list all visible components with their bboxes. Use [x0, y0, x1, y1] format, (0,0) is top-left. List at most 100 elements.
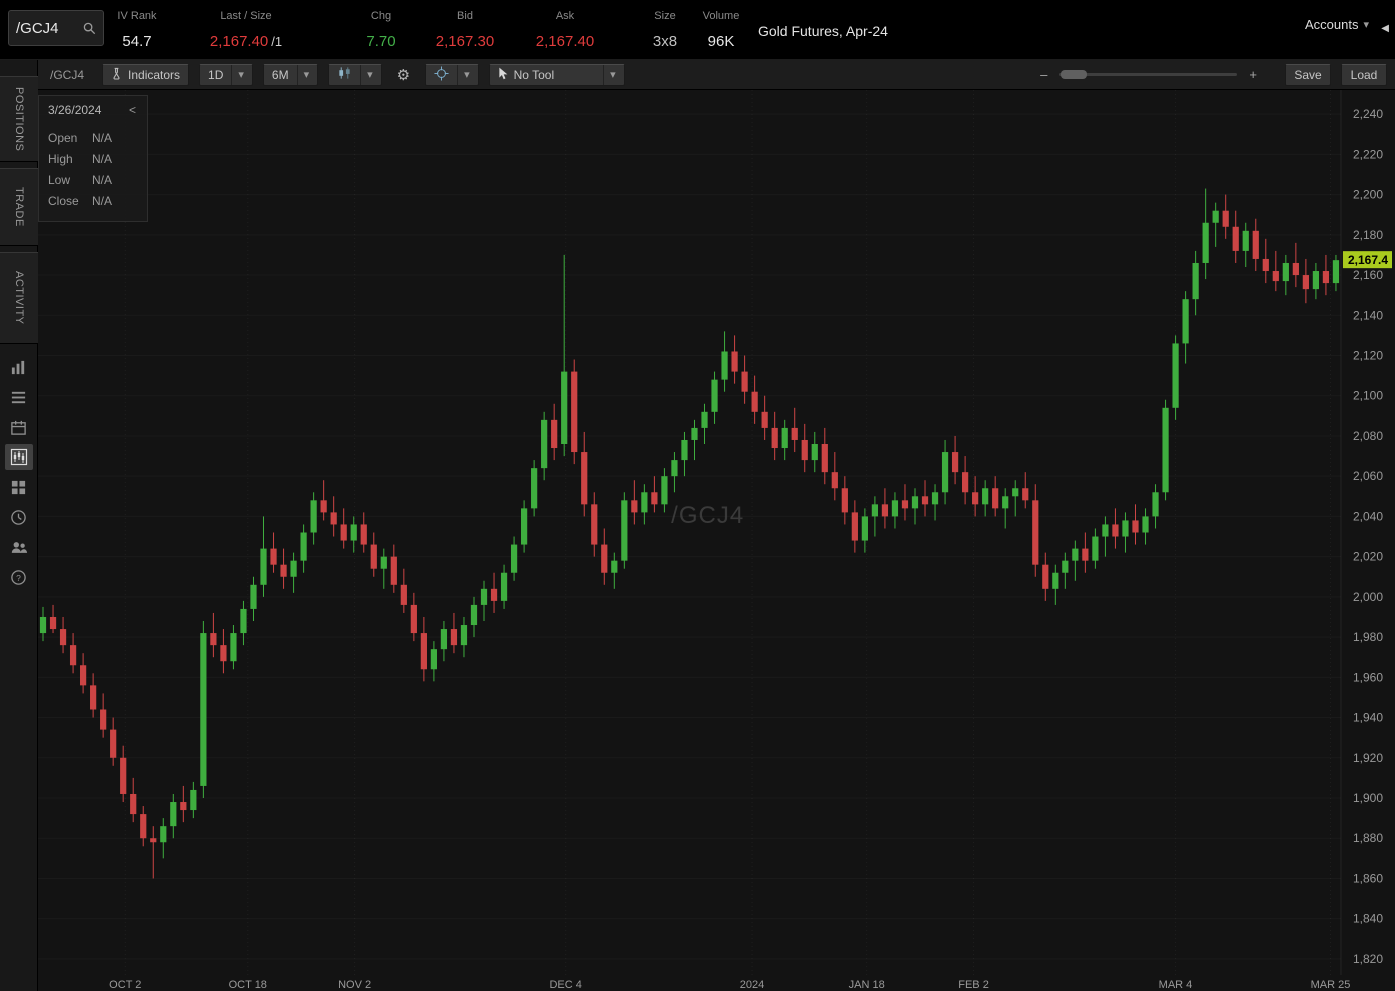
candle-body — [310, 500, 317, 533]
candle-body — [621, 500, 628, 561]
candle-body — [1252, 230, 1259, 259]
candle-body — [69, 645, 77, 666]
candle-body — [1132, 520, 1139, 533]
timeframe-value: 1D — [208, 67, 224, 82]
candle-body — [120, 757, 127, 794]
candle-body — [701, 411, 708, 428]
symbol-search[interactable] — [8, 10, 104, 46]
candle-body — [520, 508, 528, 545]
candle-body — [1302, 275, 1309, 290]
clock-icon[interactable] — [5, 504, 33, 530]
charts-gadget-icon[interactable] — [4, 444, 33, 470]
time-axis-label: OCT 18 — [229, 979, 267, 991]
size-value: 3x8 — [652, 33, 678, 50]
candle-body — [751, 391, 758, 412]
zoom-in-button[interactable]: + — [1249, 67, 1257, 82]
last-trade-size: /1 — [271, 34, 283, 49]
size-label: Size — [654, 10, 676, 22]
candle-body — [611, 560, 618, 573]
candle-body — [1142, 516, 1149, 533]
people-icon[interactable] — [5, 534, 33, 560]
price-axis-label: 2,080 — [1353, 429, 1383, 443]
candle-body — [741, 371, 748, 392]
candle-body — [440, 629, 448, 650]
candle-body — [250, 584, 257, 609]
bar-chart-icon[interactable] — [5, 354, 33, 380]
candle-body — [581, 452, 588, 505]
range-dropdown[interactable]: 6M ▾ — [262, 63, 319, 86]
collapse-panel-button[interactable]: ◀ — [1381, 23, 1389, 34]
drawing-tool-dropdown[interactable]: No Tool ▾ — [488, 63, 625, 86]
chart-toolbar: /GCJ4 Indicators 1D ▾ 6M ▾ — [38, 60, 1395, 90]
time-axis-label: OCT 2 — [109, 979, 141, 991]
candle-body — [130, 793, 137, 815]
calendar-icon[interactable] — [5, 414, 33, 440]
chart-type-dropdown[interactable]: ▾ — [328, 63, 382, 86]
ohlc-row-close: Close N/A — [48, 194, 113, 208]
quote-field-size: Size 3x8 — [630, 8, 700, 52]
candle-body — [992, 488, 999, 509]
zoom-slider-thumb[interactable] — [1061, 70, 1088, 79]
candle-body — [370, 544, 377, 569]
candle-body — [1162, 407, 1169, 493]
ask-label: Ask — [555, 10, 575, 22]
candlestick-chart[interactable]: 1,820 1,840 1,860 1,880 1,900 1,920 1,940 1,960… — [38, 90, 1395, 991]
accounts-menu[interactable]: Accounts ▾ — [1305, 17, 1369, 32]
chevron-down-icon: ▾ — [603, 64, 616, 85]
list-icon[interactable] — [5, 384, 33, 410]
price-axis-label: 2,240 — [1353, 107, 1383, 121]
candle-body — [160, 826, 167, 843]
sidebar-tab-trade[interactable]: TRADE — [0, 168, 38, 246]
sidebar-tab-positions[interactable]: POSITIONS — [0, 76, 38, 162]
candle-body — [180, 802, 187, 811]
load-button[interactable]: Load — [1341, 63, 1387, 86]
chevron-down-icon: ▾ — [296, 64, 309, 85]
price-axis-label: 1,980 — [1353, 630, 1383, 644]
volume-value: 96K — [707, 33, 735, 50]
previous-day-arrow[interactable]: < — [128, 103, 136, 117]
save-button[interactable]: Save — [1285, 63, 1331, 86]
time-axis-label: DEC 4 — [549, 979, 581, 991]
price-axis-label: 2,200 — [1353, 188, 1383, 202]
indicators-label: Indicators — [128, 67, 181, 82]
candle-body — [1012, 488, 1019, 497]
candle-body — [671, 460, 678, 477]
zoom-slider[interactable] — [1059, 70, 1238, 79]
candle-body — [761, 411, 768, 428]
help-icon[interactable]: ? — [5, 564, 33, 590]
sidebar-tab-activity[interactable]: ACTIVITY — [0, 252, 38, 344]
candle-body — [190, 789, 197, 811]
candle-body — [941, 452, 949, 493]
price-axis-label: 2,140 — [1353, 308, 1383, 322]
candle-body — [1292, 262, 1299, 276]
timeframe-dropdown[interactable]: 1D ▾ — [199, 63, 253, 86]
candle-body — [360, 524, 367, 545]
chart-settings-button[interactable]: ⚙ — [392, 64, 415, 86]
candle-body — [681, 439, 688, 461]
indicators-button[interactable]: Indicators — [102, 63, 190, 86]
quote-header: IV Rank 54.7 Last / Size 2,167.40/1 Chg … — [0, 0, 1395, 60]
candle-body — [1062, 560, 1069, 573]
candle-body — [1262, 258, 1269, 272]
zoom-out-button[interactable]: – — [1040, 67, 1048, 82]
symbol-input[interactable] — [16, 19, 83, 37]
iv-rank-value: 54.7 — [122, 33, 152, 50]
candle-body — [571, 371, 578, 453]
candle-body — [1022, 488, 1029, 501]
price-axis-label: 1,840 — [1353, 912, 1383, 926]
search-icon[interactable] — [83, 22, 96, 35]
candle-body — [1122, 520, 1129, 537]
quote-field-volume: Volume 96K — [686, 8, 756, 52]
left-sidebar: POSITIONS TRADE ACTIVITY — [0, 60, 38, 991]
candle-body — [490, 588, 498, 601]
candle-body — [1072, 548, 1079, 561]
candle-body — [711, 379, 718, 412]
crosshair-icon — [434, 65, 449, 84]
crosshair-dropdown[interactable]: ▾ — [425, 63, 479, 86]
candle-body — [641, 492, 648, 513]
price-axis-label: 1,880 — [1353, 831, 1383, 845]
candle-body — [811, 444, 818, 461]
candle-body — [972, 492, 979, 505]
tiles-grid-icon[interactable] — [5, 474, 33, 500]
drawing-tool-value: No Tool — [513, 67, 555, 82]
